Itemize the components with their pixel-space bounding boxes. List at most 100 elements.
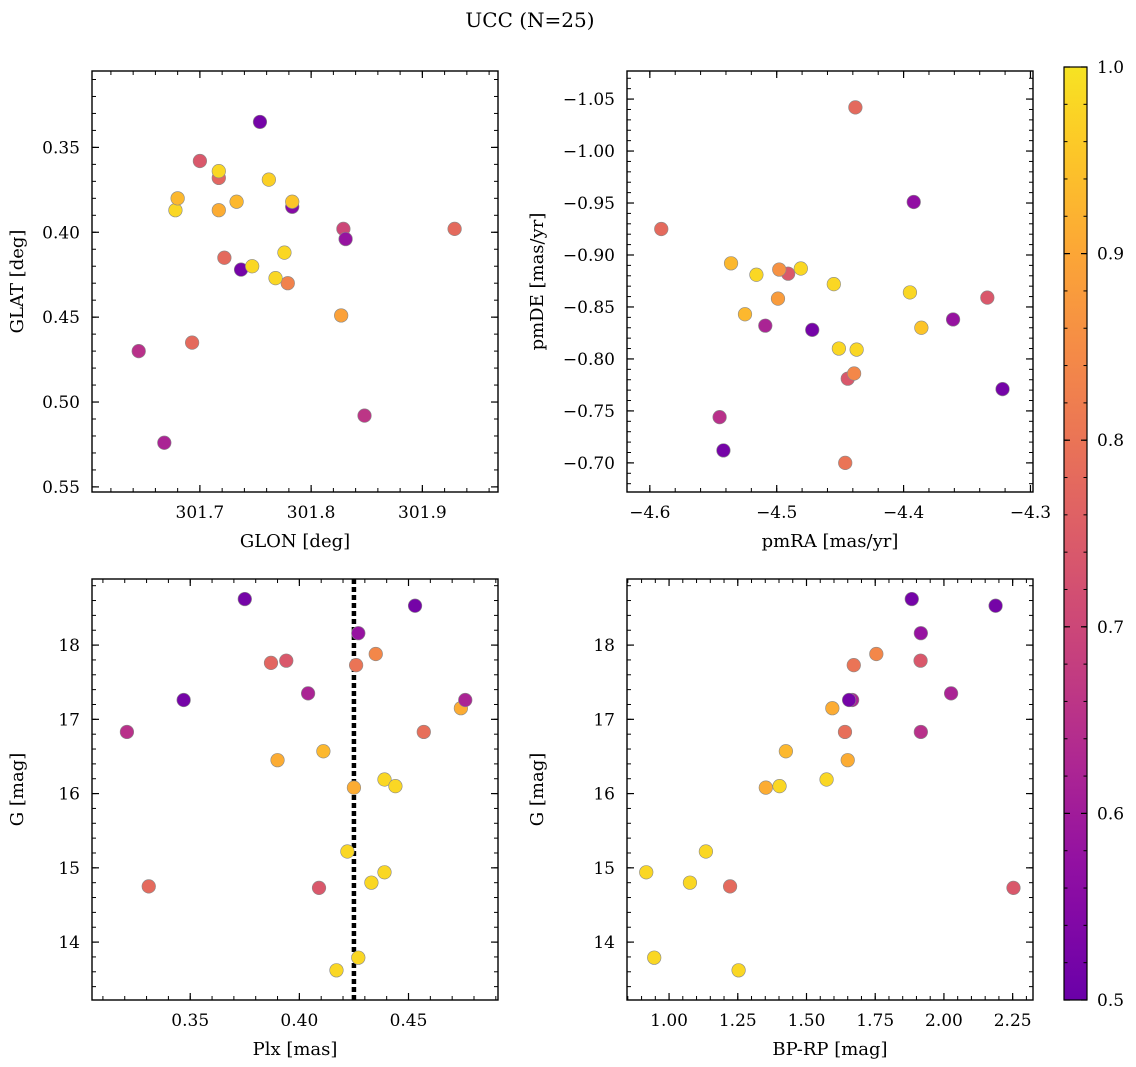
data-point [716,443,731,458]
data-point [377,772,392,787]
x-tick-label: 1.75 [856,1011,894,1031]
data-point [758,780,773,795]
colorbar-gradient [1063,66,1088,1001]
data-point [902,285,918,300]
data-point [351,626,366,641]
data-point [723,256,739,271]
data-point [157,435,172,450]
data-point [229,194,244,209]
data-point [639,865,654,880]
data-point [338,231,353,247]
y-tick-label: −0.70 [563,454,615,474]
x-tick-label: 1.25 [719,1011,757,1031]
data-point [340,844,355,859]
colorbar-tick-label: 0.8 [1097,431,1124,451]
y-tick-label: 14 [593,933,615,953]
data-point [758,318,773,333]
data-point [280,276,295,291]
data-point [119,724,135,740]
data-point [913,724,928,740]
x-tick-label: −4.3 [1010,503,1051,523]
data-point [904,591,919,607]
y-tick-label: 0.40 [42,223,80,243]
data-point [731,963,746,978]
colorbar-tick-label: 0.5 [1097,991,1124,1011]
data-point [245,259,260,274]
data-point [647,950,662,965]
data-point [346,780,362,795]
data-point [268,271,283,286]
y-tick-label: 0.50 [42,393,80,413]
y-axis-label: G [mag] [7,753,28,826]
data-point [793,261,808,276]
y-tick-label: 0.35 [42,138,80,158]
data-point [819,772,834,787]
y-tick-label: −1.05 [563,90,615,110]
data-point [192,153,207,169]
y-axis-label: GLAT [deg] [7,230,28,334]
data-point [826,276,841,292]
data-point [842,692,857,708]
colorbar-tick-label: 1.0 [1097,58,1124,78]
x-tick-label: 1.50 [788,1011,826,1031]
data-point [364,875,379,890]
data-point [654,221,669,237]
data-point [980,290,995,305]
x-tick-label: 301.8 [287,503,336,523]
x-tick-label: 0.35 [171,1011,209,1031]
y-axis-label: pmDE [mas/yr] [527,213,548,351]
y-tick-label: −0.80 [563,350,615,370]
x-tick-label: 301.7 [176,503,225,523]
data-point [176,692,191,708]
data-point [772,779,787,794]
data-point [311,880,327,895]
data-point [805,322,820,337]
x-tick-label: 0.40 [280,1011,318,1031]
y-tick-label: 14 [58,933,80,953]
data-point [913,626,928,641]
x-tick-label: 301.9 [398,503,447,523]
y-tick-label: 18 [58,636,80,656]
panel-plx-g: 0.35 0.40 0.45 14 15 16 17 18 Plx [mas] G [mag] [7,578,499,1060]
data-point [831,341,846,356]
data-point [263,655,279,671]
x-tick-label: 0.45 [390,1011,428,1031]
y-tick-label: 17 [58,710,80,730]
y-tick-label: 16 [593,785,615,805]
y-tick-label: 18 [593,636,615,656]
data-point [749,267,764,282]
data-point [185,335,200,350]
data-point [270,753,285,768]
data-point [252,114,268,130]
data-point [848,100,863,115]
data-point [277,245,292,260]
data-point [698,844,713,859]
x-tick-label: −4.4 [883,503,924,523]
data-point [778,744,793,759]
data-point [368,646,383,662]
colorbar-tick-label: 0.7 [1097,618,1124,638]
y-tick-label: −0.95 [563,194,615,214]
axes-frame [91,70,499,493]
data-point [914,320,929,335]
y-tick-label: −0.75 [563,402,615,422]
data-point [285,194,300,209]
data-point [170,191,185,206]
data-point [316,744,331,759]
data-point [712,410,727,425]
y-tick-label: 15 [58,859,80,879]
data-point [458,692,473,708]
x-tick-label: −4.5 [756,503,797,523]
data-point [261,172,276,187]
data-point [447,221,462,236]
data-point [995,381,1010,397]
y-axis-label: G [mag] [527,753,548,826]
data-point [737,307,753,322]
data-point [945,312,961,327]
data-point [1006,880,1021,895]
panel-glon-glat: 301.7 301.8 301.9 0.35 0.40 0.45 0.50 0.55 GLON … [7,70,499,552]
data-point [846,658,861,673]
data-point [838,455,853,470]
y-tick-label: −0.90 [563,246,615,266]
